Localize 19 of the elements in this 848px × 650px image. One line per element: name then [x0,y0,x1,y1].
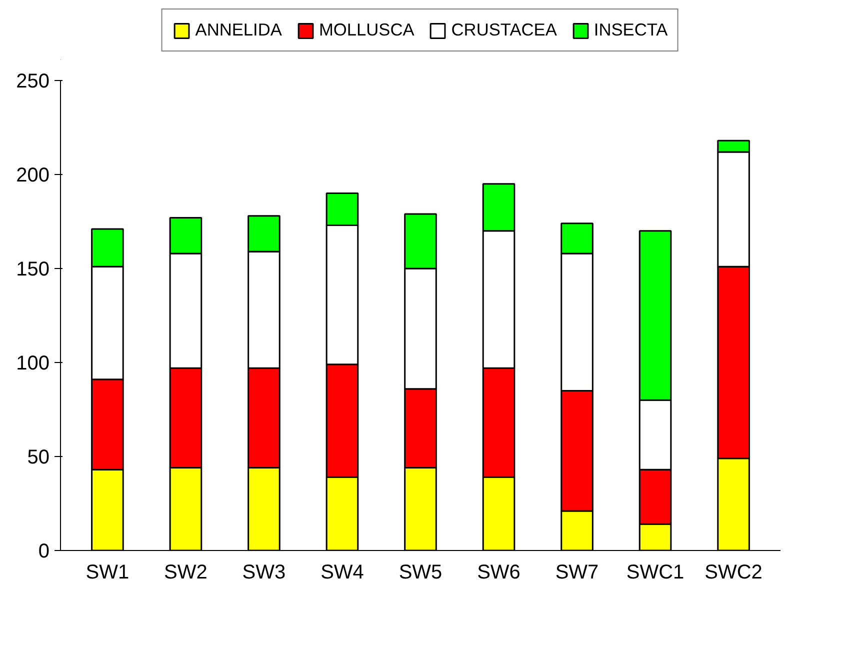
x-tick-label: SW6 [477,562,520,584]
legend-label: ANNELIDA [195,20,282,40]
y-tick-label: 150 [16,258,50,280]
y-tick-label: 200 [16,164,50,186]
x-tick-label: SW3 [242,562,286,584]
x-tick-label: SWC2 [704,562,762,584]
y-tick-label: 0 [38,540,50,562]
x-tick-label: SW2 [164,562,208,584]
legend-label: CRUSTACEA [451,20,557,40]
legend-label: MOLLUSCA [318,20,414,40]
x-tick-label: SWC1 [626,562,684,584]
y-tick-label: 100 [16,352,50,374]
x-tick-label: SW7 [555,562,599,584]
y-tick-label: 250 [16,70,50,92]
legend-label: INSECTA [594,20,668,40]
y-tick-label: 50 [27,446,50,468]
x-tick-label: SW5 [398,562,442,584]
x-tick-label: SW1 [86,562,130,584]
x-tick-label: SW4 [320,562,364,584]
